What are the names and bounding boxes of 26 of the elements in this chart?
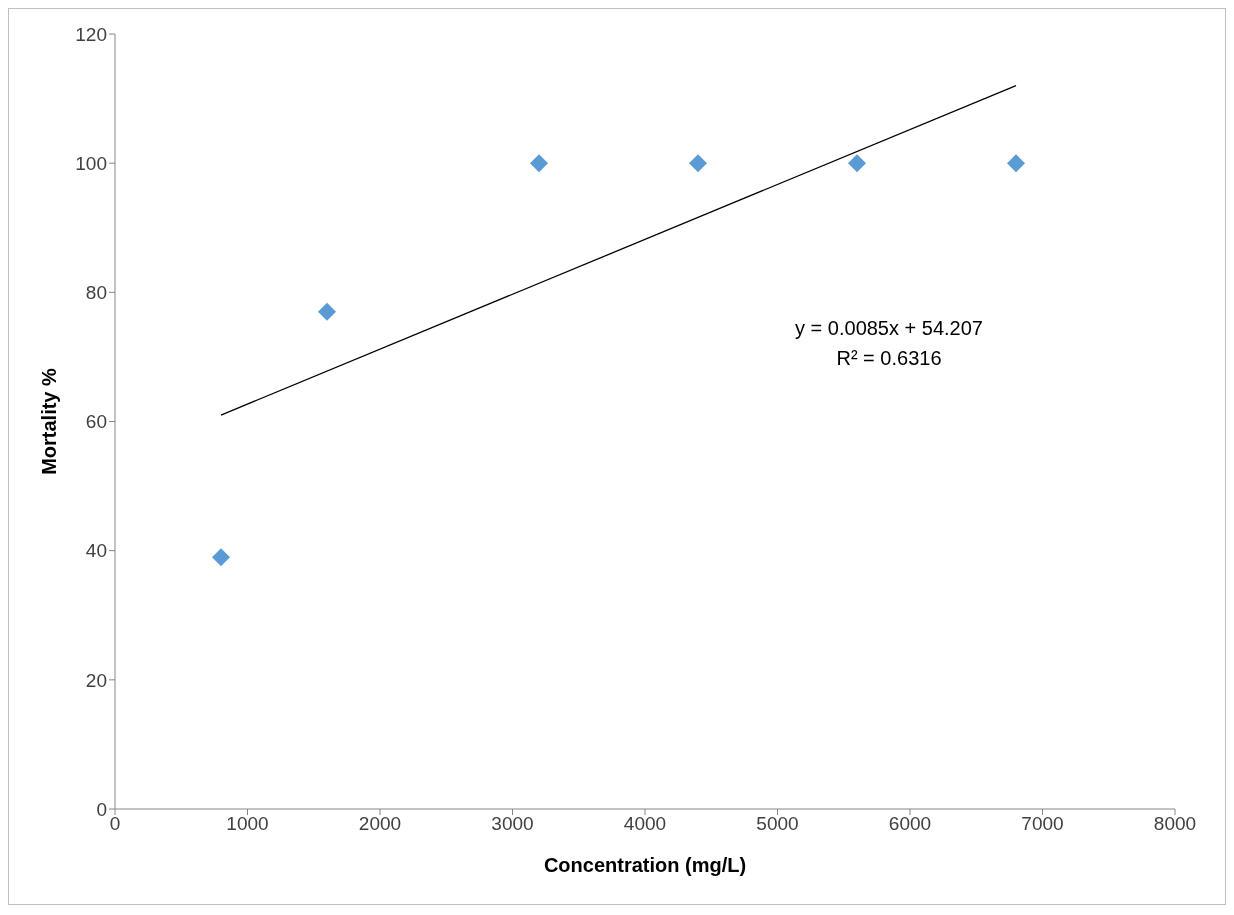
point bbox=[1007, 154, 1025, 173]
x-tick-label: 6000 bbox=[888, 813, 932, 835]
y-tick-label: 100 bbox=[75, 152, 107, 174]
y-tick-label: 120 bbox=[75, 23, 107, 45]
x-tick-label: 5000 bbox=[756, 813, 799, 835]
x-tick-label: 7000 bbox=[1021, 813, 1064, 835]
x-tick-label: 4000 bbox=[623, 813, 667, 835]
point bbox=[530, 154, 548, 173]
y-tick-label: 40 bbox=[85, 540, 107, 562]
annotation: R² = 0.6316 bbox=[835, 347, 943, 370]
y-tick-label: 80 bbox=[85, 282, 107, 304]
x-tick-label: 3000 bbox=[491, 813, 534, 835]
y-tick-label: 0 bbox=[96, 798, 107, 820]
x-tick-label: 0 bbox=[109, 813, 121, 835]
y-tick-label: 60 bbox=[85, 411, 107, 433]
y-axis-title: Mortality % bbox=[38, 367, 61, 475]
y-tick-label: 20 bbox=[85, 669, 107, 691]
point bbox=[848, 154, 866, 173]
point bbox=[318, 302, 336, 321]
x-tick-label: 2000 bbox=[358, 813, 402, 835]
point bbox=[212, 548, 230, 567]
x-axis-title: Concentration (mg/L) bbox=[543, 854, 747, 876]
point bbox=[689, 154, 707, 173]
x-tick-label: 8000 bbox=[1153, 813, 1197, 835]
annotation: y = 0.0085x + 54.207 bbox=[794, 317, 984, 340]
x-tick-label: 1000 bbox=[226, 813, 269, 835]
